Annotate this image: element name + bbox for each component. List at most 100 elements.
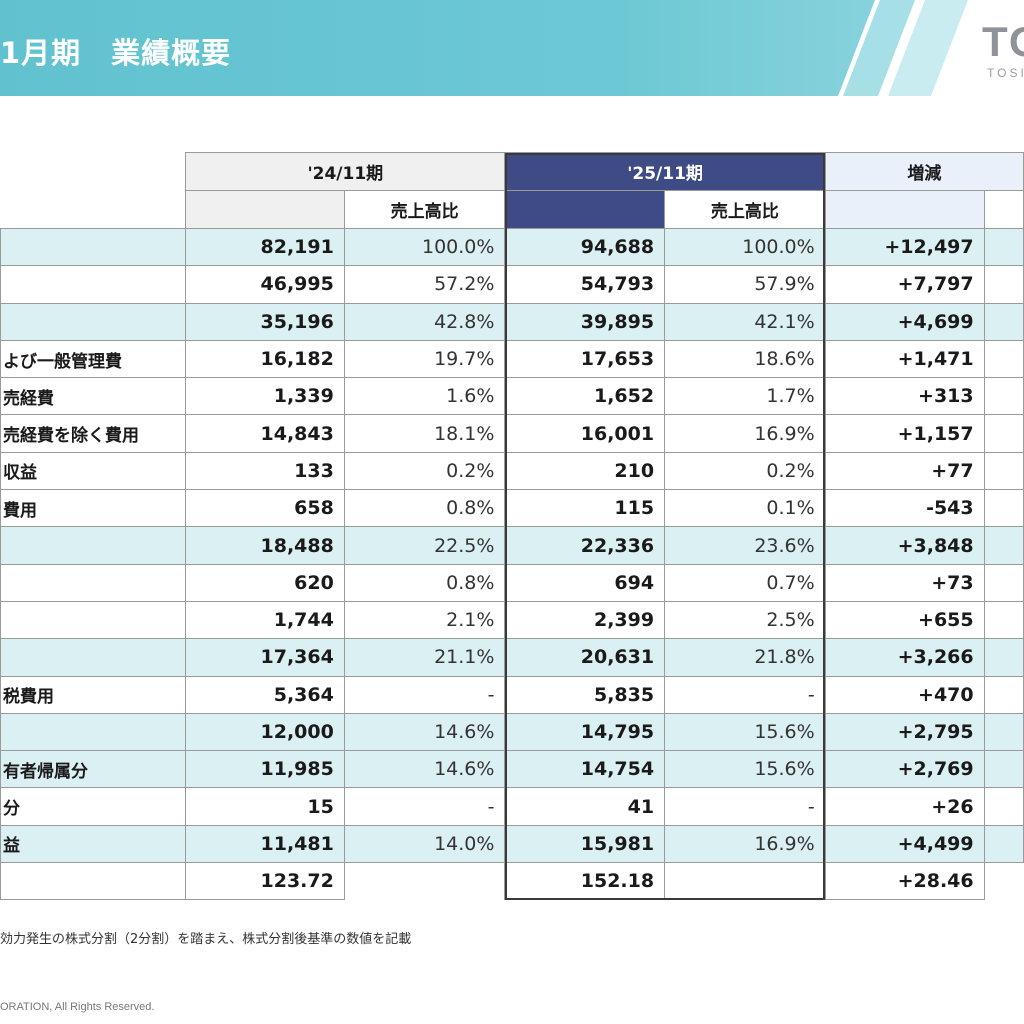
table-row: 82,191 100.0% 94,688 100.0% +12,497 — [0, 227, 1024, 267]
fy2025-ratio: 15.6% — [664, 750, 826, 789]
header-blank-cell — [0, 152, 186, 191]
fy2025-value: 39,895 — [504, 302, 666, 341]
change-ratio — [983, 489, 1024, 528]
change-ratio — [983, 526, 1024, 565]
fy2024-value: 16,182 — [185, 339, 345, 379]
fy2025-value: 152.18 — [504, 862, 666, 901]
fy2025-ratio: - — [664, 787, 826, 826]
fy2024-ratio: 18.1% — [343, 414, 506, 453]
change-ratio — [983, 414, 1024, 453]
fy2024-ratio: 14.6% — [343, 712, 506, 752]
results-table: '24/11期 '25/11期 増減 売上高比 売上高比 82,191 100.0… — [0, 152, 1024, 901]
change-ratio — [983, 302, 1024, 341]
change-value: +1,471 — [824, 339, 985, 379]
fy2025-ratio: 42.1% — [664, 302, 826, 341]
fy2024-ratio: 100.0% — [343, 227, 506, 267]
fy2025-value: 17,653 — [504, 339, 666, 379]
change-ratio — [983, 377, 1024, 416]
row-label: よび一般管理費 — [0, 339, 187, 379]
fy2025-value: 20,631 — [504, 638, 666, 677]
fy2024-ratio: 2.1% — [343, 600, 506, 640]
table-row: 18,488 22.5% 22,336 23.6% +3,848 — [0, 526, 1024, 565]
fy2024-value: 12,000 — [185, 712, 345, 752]
fy2024-value: 11,481 — [185, 824, 345, 864]
header-band — [0, 0, 875, 96]
row-label — [0, 600, 187, 640]
row-label: 税費用 — [0, 675, 187, 714]
table-group-header-row: '24/11期 '25/11期 増減 — [0, 152, 1024, 191]
change-value: +73 — [824, 563, 985, 602]
fy2025-value: 94,688 — [504, 227, 666, 267]
change-value: +313 — [824, 377, 985, 416]
change-value: +3,848 — [824, 526, 985, 565]
change-ratio — [983, 339, 1024, 379]
header-blank-cell — [0, 190, 186, 229]
row-label: 益 — [0, 824, 187, 864]
change-value: +1,157 — [824, 414, 985, 453]
copyright-notice: ORATION, All Rights Reserved. — [0, 1001, 155, 1013]
table-sub-header-row: 売上高比 売上高比 — [0, 190, 1024, 229]
row-label: 分 — [0, 787, 187, 826]
fy2025-value: 1,652 — [504, 377, 666, 416]
change-ratio — [983, 712, 1024, 752]
fy2025-ratio — [664, 862, 826, 900]
change-value: +28.46 — [824, 862, 985, 901]
fy2025-ratio: - — [664, 675, 826, 714]
change-ratio — [983, 750, 1024, 789]
fy2024-ratio: 0.8% — [343, 489, 506, 528]
fy2025-ratio: 100.0% — [664, 227, 826, 267]
row-label: 売経費 — [0, 377, 187, 416]
change-value: +2,769 — [824, 750, 985, 789]
fy2025-value: 14,795 — [504, 712, 666, 752]
row-label — [0, 638, 187, 677]
change-ratio — [983, 563, 1024, 602]
change-ratio — [983, 675, 1024, 714]
table-row: 123.72 152.18 +28.46 — [0, 862, 1024, 901]
table-row: 35,196 42.8% 39,895 42.1% +4,699 — [0, 302, 1024, 341]
change-value: +470 — [824, 675, 985, 714]
row-label — [0, 526, 187, 565]
fy2025-ratio: 0.1% — [664, 489, 826, 528]
fy2024-ratio: 1.6% — [343, 377, 506, 416]
fy2025-ratio: 57.9% — [664, 265, 826, 304]
table-row: 1,744 2.1% 2,399 2.5% +655 — [0, 600, 1024, 640]
header-fy2025-ratio: 売上高比 — [664, 190, 826, 229]
fy2025-ratio: 16.9% — [664, 414, 826, 453]
company-logo: TO — [982, 18, 1024, 65]
fy2024-value: 123.72 — [185, 862, 345, 901]
page-title: 1月期 業績概要 — [0, 36, 232, 70]
fy2024-ratio: 42.8% — [343, 302, 506, 341]
fy2024-ratio: 14.0% — [343, 824, 506, 864]
fy2025-value: 5,835 — [504, 675, 666, 714]
fy2025-value: 694 — [504, 563, 666, 602]
fy2025-ratio: 15.6% — [664, 712, 826, 752]
fy2025-ratio: 2.5% — [664, 600, 826, 640]
fy2024-ratio: 0.2% — [343, 451, 506, 491]
row-label: 収益 — [0, 451, 187, 491]
header-change-value — [824, 190, 985, 229]
header-change-ratio — [983, 190, 1024, 229]
fy2025-ratio: 16.9% — [664, 824, 826, 864]
change-ratio — [983, 787, 1024, 826]
header-banner: 1月期 業績概要 TO TOSI — [0, 0, 1024, 96]
fy2024-value: 46,995 — [185, 265, 345, 304]
table-row: 収益 133 0.2% 210 0.2% +77 — [0, 451, 1024, 491]
fy2024-value: 15 — [185, 787, 345, 826]
row-label — [0, 265, 187, 304]
table-row: よび一般管理費 16,182 19.7% 17,653 18.6% +1,471 — [0, 339, 1024, 379]
fy2024-value: 620 — [185, 563, 345, 602]
change-value: +26 — [824, 787, 985, 826]
fy2024-ratio: 21.1% — [343, 638, 506, 677]
header-fy2024-ratio: 売上高比 — [343, 190, 506, 229]
change-value: +4,499 — [824, 824, 985, 864]
fy2025-ratio: 1.7% — [664, 377, 826, 416]
row-label — [0, 862, 187, 901]
row-label: 費用 — [0, 489, 187, 528]
fy2024-ratio: 19.7% — [343, 339, 506, 379]
row-label — [0, 563, 187, 602]
change-value: +7,797 — [824, 265, 985, 304]
table-row: 12,000 14.6% 14,795 15.6% +2,795 — [0, 712, 1024, 752]
change-value: +12,497 — [824, 227, 985, 267]
table-row: 益 11,481 14.0% 15,981 16.9% +4,499 — [0, 824, 1024, 864]
fy2024-ratio: 0.8% — [343, 563, 506, 602]
